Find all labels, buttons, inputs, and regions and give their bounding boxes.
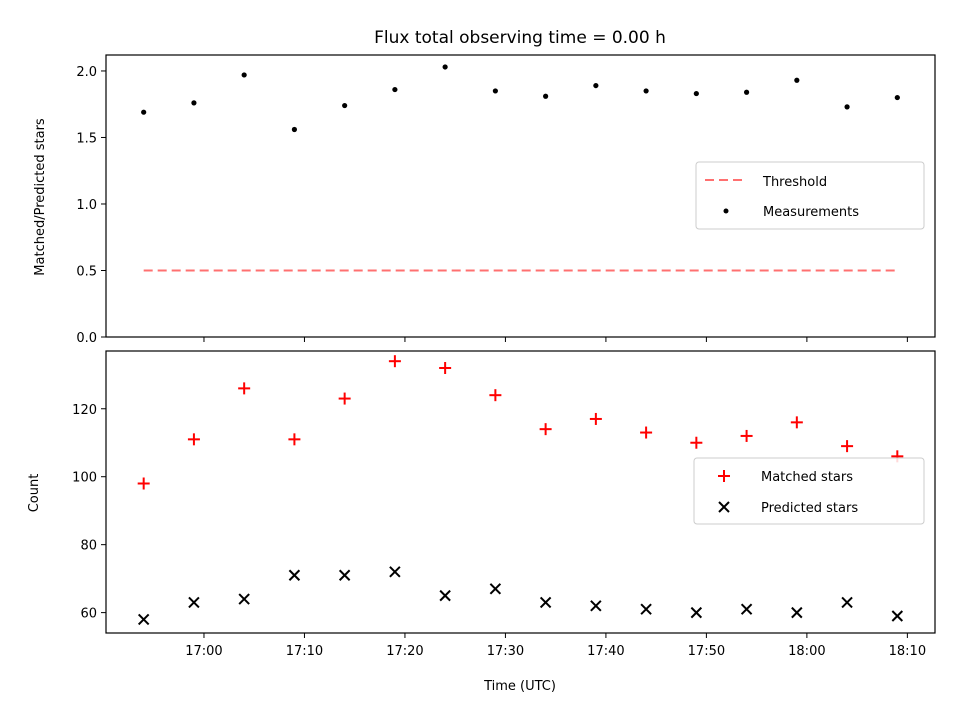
measurement-point [844,104,850,110]
x-tick-label: 17:10 [286,644,323,659]
matched-stars-point [690,436,703,449]
predicted-stars-point [288,569,301,581]
measurement-point [342,102,348,109]
ratio-y-ticks: 0.0 0.5 1.0 1.5 2.0 [76,65,106,346]
y-tick-label: 1.0 [76,198,97,213]
matched-stars-point [338,392,351,405]
predicted-stars-point [640,603,652,615]
matched-stars-point [539,423,552,436]
matched-stars-point [790,416,803,429]
measurement-point [743,89,750,95]
count-y-ticks: 60 80 100 120 [72,403,106,622]
y-tick-label: 60 [80,607,97,622]
ratio-y-axis-label: Matched/Predicted stars [33,118,48,276]
predicted-stars-point [188,596,200,609]
matched-stars-point [439,361,452,374]
count-legend-frame [693,457,925,525]
ratio-axes: 0.00.51.01.52.0 Matched/Predicted stars … [33,54,936,346]
count-legend: Matched stars Predicted stars [693,457,925,525]
matched-stars-point [288,433,301,446]
count-y-axis-label: Count [27,474,42,513]
matched-stars-point [640,426,653,439]
predicted-stars-point [338,569,351,581]
legend-measurements-label: Measurements [763,205,859,220]
count-x-ticks: 17:00 17:10 17:20 17:30 17:40 17:50 18:00 18:10 [185,633,926,659]
x-tick-label: 17:20 [386,644,423,659]
predicted-stars-point [137,613,150,626]
count-marks [137,355,904,626]
chart-title: Flux total observing time = 0.00 h [374,28,666,48]
matched-stars-point [388,355,401,368]
x-axis-label: Time (UTC) [483,679,556,694]
measurement-point [543,93,549,99]
predicted-stars-point [891,610,904,622]
legend-threshold-label: Threshold [762,175,827,190]
matched-stars-point [841,440,854,453]
ratio-plot-frame [105,54,936,338]
x-tick-label: 17:50 [688,644,725,659]
predicted-stars-point [740,603,753,615]
count-axes: 60 80 100 120 17:00 17:10 17:20 17:30 17:40 17:5… [27,350,936,694]
y-tick-label: 0.5 [76,264,97,279]
matched-stars-point [740,429,753,442]
measurement-point [643,88,649,94]
legend-matched-label: Matched stars [761,470,853,485]
matched-stars-point [187,433,200,446]
matched-stars-point [137,477,150,490]
matched-stars-point [589,412,602,425]
measurement-point [593,82,599,89]
predicted-stars-point [439,589,451,602]
x-tick-label: 17:40 [587,644,624,659]
measurement-point [693,90,699,97]
y-tick-label: 120 [72,403,97,418]
y-tick-label: 80 [80,539,97,554]
predicted-stars-point [841,596,853,609]
x-tick-label: 17:30 [487,644,524,659]
measurement-point [241,72,247,78]
legend-predicted-label: Predicted stars [761,501,858,516]
legend-measurements-swatch [723,208,729,214]
y-tick-label: 0.0 [76,331,97,346]
measurement-point [141,109,147,115]
y-tick-label: 100 [72,471,97,486]
count-plot-frame [105,350,936,634]
ratio-legend: Threshold Measurements [695,161,925,230]
predicted-stars-point [489,583,502,595]
measurement-point [442,64,448,70]
predicted-stars-point [791,606,803,619]
ratio-marks [141,64,900,272]
y-tick-label: 1.5 [76,131,97,146]
predicted-stars-point [590,600,602,612]
predicted-stars-point [690,606,703,619]
matched-stars-point [238,382,251,395]
x-tick-label: 17:00 [185,644,222,659]
x-tick-label: 18:00 [788,644,825,659]
measurement-point [191,100,197,106]
predicted-stars-point [539,596,552,609]
measurement-point [894,94,900,101]
x-tick-label: 18:10 [889,644,926,659]
ratio-legend-frame [695,161,925,230]
measurement-point [392,86,398,93]
measurement-point [291,126,298,133]
measurement-point [492,88,498,94]
matched-stars-point [489,389,502,402]
measurement-point [794,77,800,83]
legend-predicted-swatch [718,501,730,513]
predicted-stars-point [238,593,250,605]
y-tick-label: 2.0 [76,65,97,80]
legend-matched-swatch [718,470,730,482]
ratio-x-ticks [203,337,908,342]
predicted-stars-point [389,566,401,578]
